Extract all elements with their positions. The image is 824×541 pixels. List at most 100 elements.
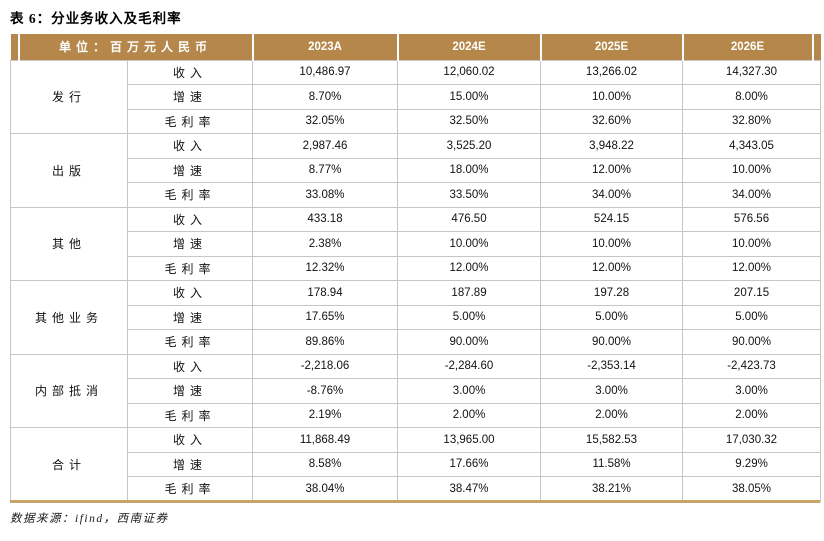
header-spacer-left <box>10 34 20 60</box>
value-cell: 38.04% <box>252 476 399 502</box>
value-cell: 15.00% <box>397 84 542 110</box>
value-cell: 3.00% <box>682 378 822 404</box>
value-cell: 32.50% <box>397 108 542 134</box>
group-label: 出版 <box>10 133 128 208</box>
value-cell: 11,868.49 <box>252 427 399 453</box>
value-cell: 38.21% <box>540 476 684 502</box>
value-cell: 3.00% <box>397 378 542 404</box>
value-cell: 34.00% <box>682 182 822 208</box>
value-cell: 2.00% <box>540 402 684 428</box>
value-cell: 10.00% <box>682 157 822 183</box>
value-cell: 8.70% <box>252 84 399 110</box>
table-row: 毛利率 38.04% 38.47% 38.21% 38.05% <box>11 476 822 502</box>
value-cell: 18.00% <box>397 157 542 183</box>
table-row: 合计 收入 11,868.49 13,965.00 15,582.53 17,030.32 <box>10 427 822 502</box>
value-cell: 90.00% <box>540 329 684 355</box>
business-revenue-table: 单位：百万元人民币 2023A 2024E 2025E 2026E 发行 收入 10… <box>10 34 822 502</box>
value-cell: 17.66% <box>397 451 542 477</box>
value-cell: 17.65% <box>252 304 399 330</box>
table-row: 增速 -8.76% 3.00% 3.00% 3.00% <box>11 378 822 404</box>
metric-label: 收入 <box>126 427 254 453</box>
value-cell: 90.00% <box>397 329 542 355</box>
value-cell: 32.05% <box>252 108 399 134</box>
value-cell: 10,486.97 <box>252 59 399 85</box>
value-cell: 15,582.53 <box>540 427 684 453</box>
year-header-2024e: 2024E <box>397 34 542 60</box>
value-cell: 89.86% <box>252 329 399 355</box>
value-cell: 10.00% <box>540 231 684 257</box>
table-row: 增速 8.77% 18.00% 12.00% 10.00% <box>11 157 822 183</box>
table-row: 发行 收入 10,486.97 12,060.02 13,266.02 14,327.30 <box>10 59 822 134</box>
table-row: 内部抵消 收入 -2,218.06 -2,284.60 -2,353.14 -2,423.… <box>10 353 822 428</box>
header-row: 单位：百万元人民币 2023A 2024E 2025E 2026E <box>10 34 821 60</box>
value-cell: 2.19% <box>252 402 399 428</box>
value-cell: 13,965.00 <box>397 427 542 453</box>
table-row: 增速 2.38% 10.00% 10.00% 10.00% <box>11 231 822 257</box>
value-cell: 5.00% <box>540 304 684 330</box>
value-cell: 178.94 <box>252 280 399 306</box>
table-row: 增速 8.58% 17.66% 11.58% 9.29% <box>11 451 822 477</box>
metric-label: 增速 <box>126 451 254 477</box>
value-cell: 2.00% <box>397 402 542 428</box>
value-cell: 32.60% <box>540 108 684 134</box>
value-cell: 12,060.02 <box>397 59 542 85</box>
value-cell: 90.00% <box>682 329 822 355</box>
metric-label: 收入 <box>126 133 254 159</box>
table-row: 出版 收入 2,987.46 3,525.20 3,948.22 4,343.05 <box>10 133 822 208</box>
value-cell: 9.29% <box>682 451 822 477</box>
data-source-note: 数据来源：ifind，西南证券 <box>10 512 169 525</box>
value-cell: 14,327.30 <box>682 59 822 85</box>
value-cell: 33.08% <box>252 182 399 208</box>
table-title: 表 6：分业务收入及毛利率 <box>10 11 182 26</box>
value-cell: 3,948.22 <box>540 133 684 159</box>
header-spacer-right <box>812 34 821 60</box>
value-cell: 3.00% <box>540 378 684 404</box>
metric-label: 增速 <box>126 157 254 183</box>
metric-label: 毛利率 <box>126 108 254 134</box>
metric-label: 收入 <box>126 280 254 306</box>
value-cell: 476.50 <box>397 206 542 232</box>
table-row: 增速 17.65% 5.00% 5.00% 5.00% <box>11 304 822 330</box>
value-cell: 207.15 <box>682 280 822 306</box>
value-cell: -8.76% <box>252 378 399 404</box>
value-cell: 10.00% <box>397 231 542 257</box>
value-cell: 524.15 <box>540 206 684 232</box>
table-row: 其他业务 收入 178.94 187.89 197.28 207.15 <box>10 280 822 355</box>
table-row: 毛利率 33.08% 33.50% 34.00% 34.00% <box>11 182 822 208</box>
value-cell: -2,284.60 <box>397 353 542 379</box>
value-cell: 12.32% <box>252 255 399 281</box>
group-label: 其他 <box>10 206 128 281</box>
value-cell: 32.80% <box>682 108 822 134</box>
value-cell: 38.05% <box>682 476 822 502</box>
value-cell: 5.00% <box>397 304 542 330</box>
metric-label: 毛利率 <box>126 255 254 281</box>
value-cell: 12.00% <box>397 255 542 281</box>
year-header-2025e: 2025E <box>540 34 684 60</box>
table-header: 单位：百万元人民币 2023A 2024E 2025E 2026E <box>10 34 821 60</box>
metric-label: 增速 <box>126 84 254 110</box>
value-cell: 3,525.20 <box>397 133 542 159</box>
value-cell: 12.00% <box>540 255 684 281</box>
metric-label: 增速 <box>126 231 254 257</box>
value-cell: 187.89 <box>397 280 542 306</box>
group-label: 内部抵消 <box>10 353 128 428</box>
value-cell: 2,987.46 <box>252 133 399 159</box>
value-cell: 2.38% <box>252 231 399 257</box>
value-cell: 433.18 <box>252 206 399 232</box>
table-bottom-rule <box>10 499 820 503</box>
table-body: 发行 收入 10,486.97 12,060.02 13,266.02 14,327.30… <box>10 59 822 502</box>
table-row: 毛利率 2.19% 2.00% 2.00% 2.00% <box>11 402 822 428</box>
value-cell: 12.00% <box>540 157 684 183</box>
value-cell: 8.77% <box>252 157 399 183</box>
group-label: 发行 <box>10 59 128 134</box>
value-cell: 38.47% <box>397 476 542 502</box>
value-cell: 197.28 <box>540 280 684 306</box>
value-cell: 12.00% <box>682 255 822 281</box>
table-row: 毛利率 12.32% 12.00% 12.00% 12.00% <box>11 255 822 281</box>
metric-label: 毛利率 <box>126 182 254 208</box>
group-label: 合计 <box>10 427 128 502</box>
metric-label: 收入 <box>126 59 254 85</box>
value-cell: 5.00% <box>682 304 822 330</box>
value-cell: -2,423.73 <box>682 353 822 379</box>
report-page: 表 6：分业务收入及毛利率 单位：百万元人民币 2023A 2024E 2025… <box>10 11 822 525</box>
